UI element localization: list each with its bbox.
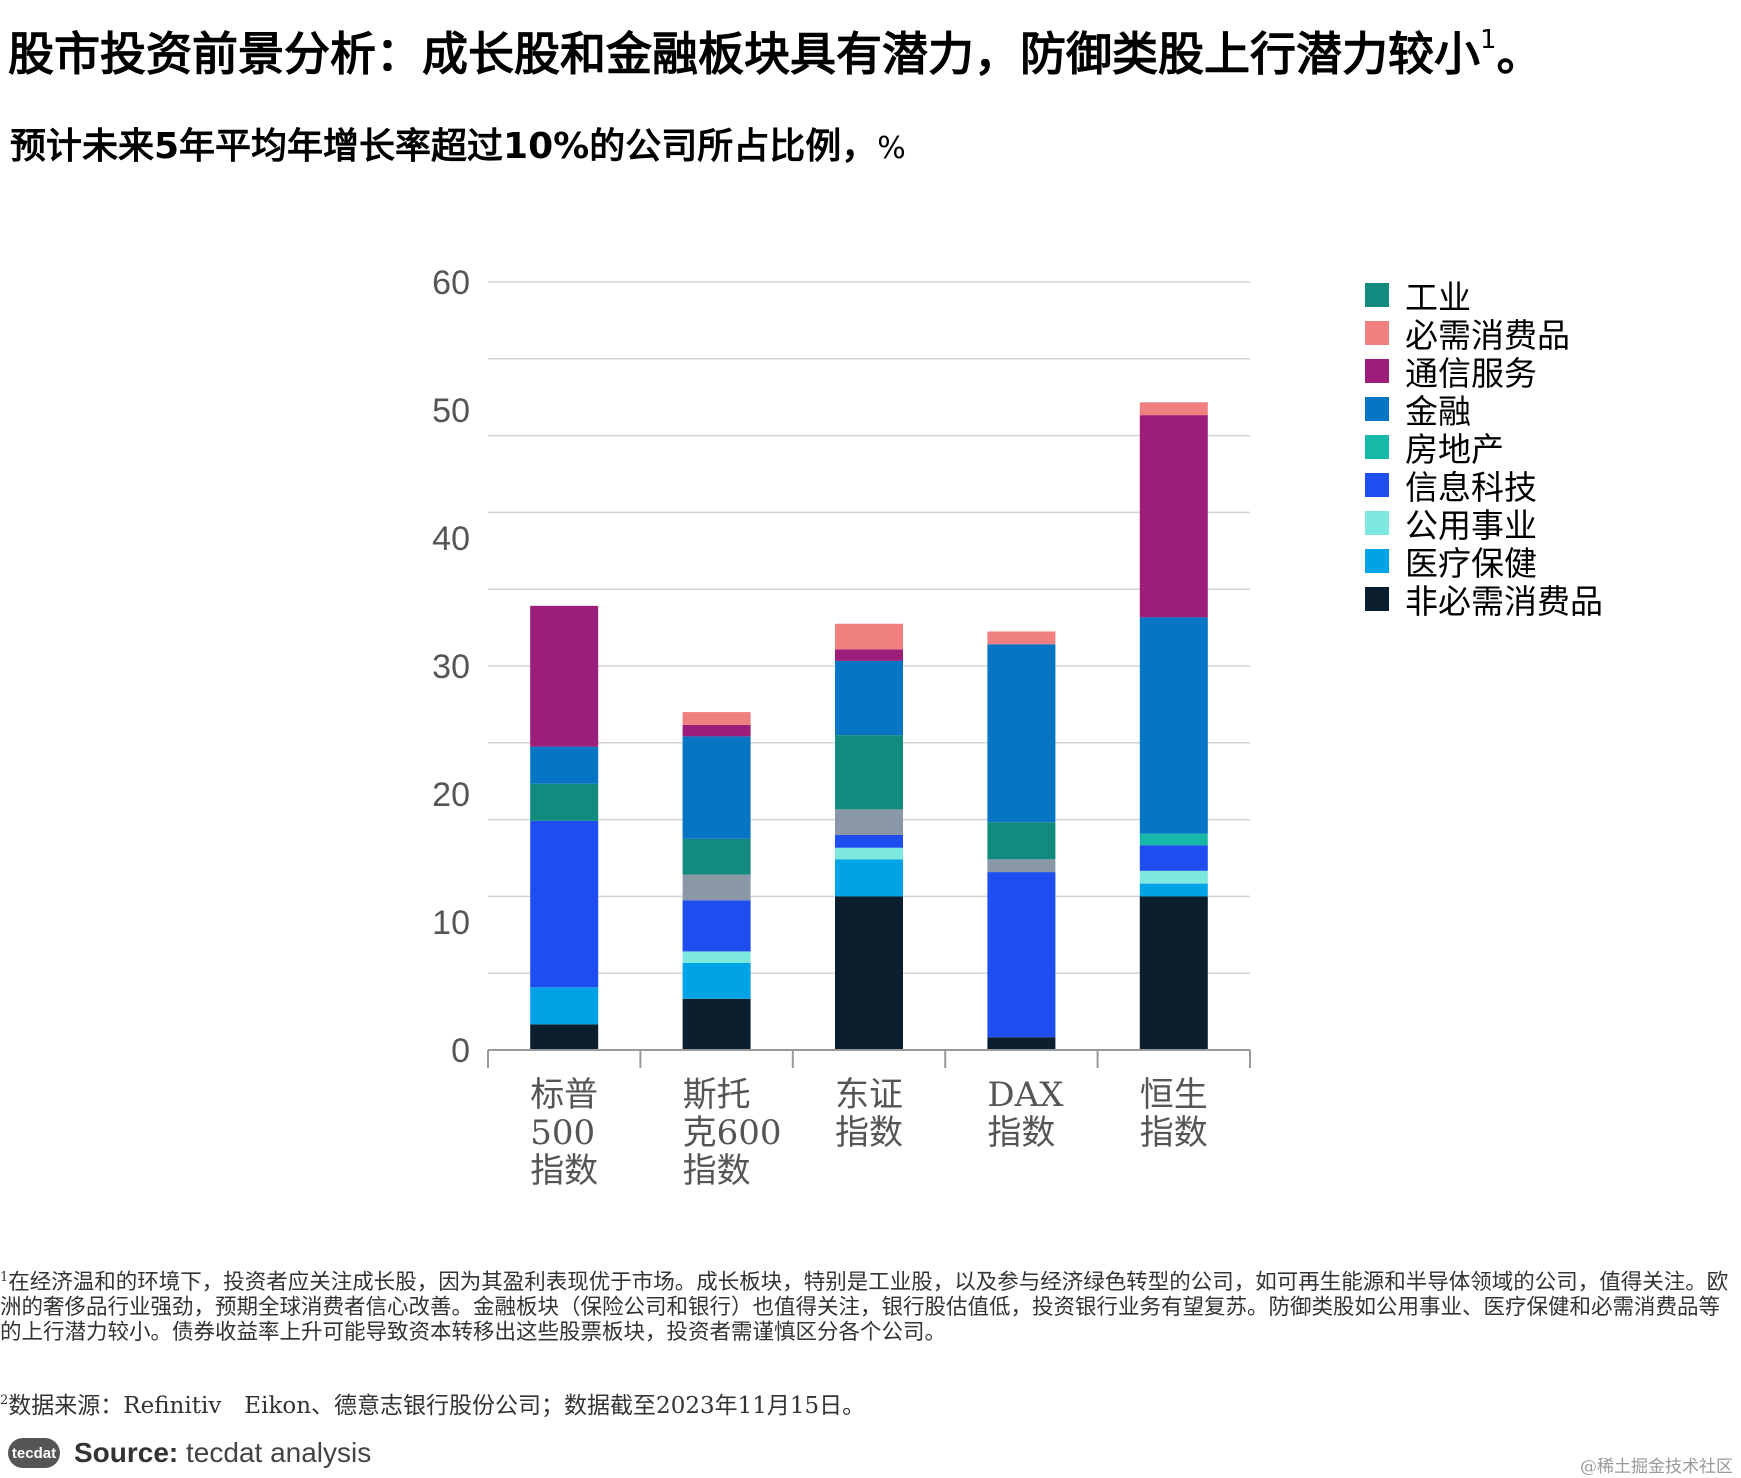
legend-label: 通信服务: [1405, 354, 1537, 393]
x-tick-label: 斯托克600 指数: [683, 1075, 782, 1191]
legend-item: 工业: [1365, 276, 1603, 317]
bar-segment: [1139, 833, 1208, 846]
footnote-2: 2数据来源：Refinitiv Eikon、德意志银行股份公司；数据截至2023…: [0, 1393, 866, 1419]
bar-segment: [682, 900, 751, 952]
y-tick-label: 40: [432, 520, 470, 558]
legend-label: 工业: [1405, 278, 1471, 317]
legend-swatch: [1365, 549, 1389, 573]
legend-swatch: [1365, 283, 1389, 307]
bar-segment: [682, 838, 751, 875]
y-axis-ticks: 0 10 20 30 40 50 60: [432, 264, 470, 1070]
bar-segment: [530, 746, 599, 784]
bar-segment: [682, 724, 751, 737]
x-axis: [487, 1049, 1251, 1068]
bar-segment: [835, 834, 903, 848]
source-line: tecdat Source: tecdat analysis: [8, 1437, 371, 1469]
legend-swatch: [1365, 473, 1389, 497]
watermark: @稀土掘金技术社区: [1580, 1457, 1733, 1477]
bar-segment: [835, 735, 903, 810]
legend-item: 信息科技: [1365, 466, 1603, 507]
bar-segment: [835, 660, 903, 736]
y-tick-label: 50: [432, 392, 470, 430]
bar-segment: [1139, 883, 1208, 897]
page-title: 股市投资前景分析：成长股和金融板块具有潜力，防御类股上行潜力较小1。: [8, 25, 1543, 81]
legend-item: 必需消费品: [1365, 314, 1603, 355]
bar-segment: [1139, 845, 1208, 871]
bar-segment: [987, 631, 1056, 645]
bars: [530, 402, 1208, 1050]
bar-segment: [682, 951, 751, 963]
bar-segment: [682, 998, 751, 1050]
legend-item: 房地产: [1365, 428, 1603, 469]
source-label: Source:: [74, 1437, 179, 1468]
bar-segment: [1139, 896, 1208, 1050]
legend-item: 金融: [1365, 390, 1603, 431]
legend-swatch: [1365, 587, 1389, 611]
y-tick-label: 0: [451, 1032, 470, 1070]
x-tick-label: DAX 指数: [987, 1075, 1064, 1153]
legend-item: 医疗保健: [1365, 542, 1603, 583]
legend-label: 非必需消费品: [1405, 582, 1603, 621]
bar-segment: [835, 859, 903, 897]
legend-swatch: [1365, 435, 1389, 459]
bar-segment: [987, 859, 1056, 873]
bar-segment: [835, 649, 903, 661]
bar-segment: [682, 712, 751, 725]
bar-segment: [682, 874, 751, 901]
bar-segment: [835, 809, 903, 835]
bar-segment: [835, 896, 903, 1050]
legend-swatch: [1365, 397, 1389, 421]
bar-segment: [530, 783, 599, 821]
legend-item: 通信服务: [1365, 352, 1603, 393]
x-tick-label: 恒生指数: [1140, 1075, 1208, 1153]
legend-label: 金融: [1405, 392, 1471, 431]
legend-label: 医疗保健: [1405, 544, 1537, 583]
bar-segment: [682, 736, 751, 839]
legend-label: 公用事业: [1405, 506, 1537, 545]
chart-subtitle: 预计未来5年平均年增长率超过10%的公司所占比例，%: [10, 126, 906, 167]
bar-segment: [1139, 415, 1208, 618]
legend-swatch: [1365, 511, 1389, 535]
y-tick-label: 10: [432, 904, 470, 942]
legend-label: 房地产: [1405, 430, 1504, 469]
bar-segment: [987, 822, 1056, 860]
y-tick-label: 30: [432, 648, 470, 686]
title-footnote-mark: 1: [1480, 25, 1497, 55]
footnote-1: 1在经济温和的环境下，投资者应关注成长股，因为其盈利表现优于市场。成长板块，特别…: [0, 1270, 1729, 1345]
unit-label: %: [877, 131, 906, 166]
x-tick-label: 东证指数: [835, 1075, 903, 1153]
x-tick-label: 标普 500 指数: [530, 1075, 598, 1191]
bar-segment: [530, 987, 599, 1025]
tecdat-logo: tecdat: [8, 1438, 60, 1468]
bar-segment: [1139, 870, 1208, 884]
bar-segment: [987, 872, 1056, 1038]
legend-label: 信息科技: [1405, 468, 1537, 507]
bar-segment: [987, 1037, 1056, 1050]
legend-swatch: [1365, 321, 1389, 345]
legend-item: 公用事业: [1365, 504, 1603, 545]
bar-segment: [987, 644, 1056, 823]
bar-segment: [1139, 617, 1208, 834]
bar-segment: [530, 820, 599, 988]
legend-label: 必需消费品: [1405, 316, 1570, 355]
bar-segment: [530, 605, 599, 747]
bar-segment: [835, 847, 903, 860]
legend: 工业 必需消费品 通信服务 金融 房地产 信息科技 公用事业 医疗保健 非必需消费品: [1365, 276, 1603, 621]
bar-segment: [835, 623, 903, 650]
legend-swatch: [1365, 359, 1389, 383]
y-tick-label: 20: [432, 776, 470, 814]
source-value: tecdat analysis: [178, 1437, 372, 1468]
bar-segment: [682, 962, 751, 999]
bar-segment: [530, 1024, 599, 1050]
y-tick-label: 60: [432, 264, 470, 302]
bar-segment: [1139, 402, 1208, 416]
legend-item: 非必需消费品: [1365, 580, 1603, 621]
